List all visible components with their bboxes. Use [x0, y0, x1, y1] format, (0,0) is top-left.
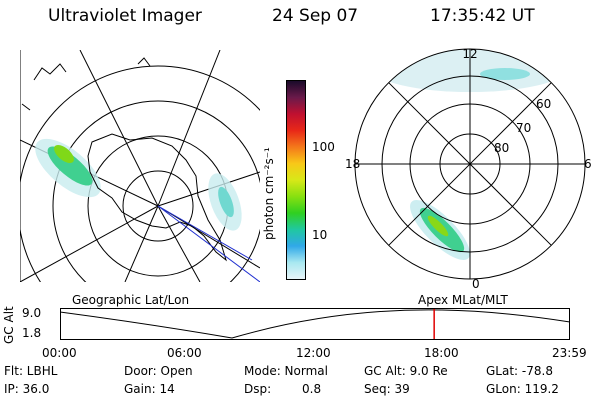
timeline-ytick-low: 1.8 [22, 326, 42, 340]
timeline-frame [60, 308, 570, 340]
colorbar-tick-100: 100 [312, 140, 335, 154]
gc-alt-info: GC Alt: 9.0 Re [364, 364, 448, 378]
geo-lat-circle [52, 100, 260, 282]
geo-lon-line [157, 205, 201, 282]
geo-lon-line [124, 205, 159, 282]
filter-info: Flt: LBHL [4, 364, 58, 378]
mode-info: Mode: Normal [244, 364, 328, 378]
colorbar [286, 80, 306, 280]
mag-mlt-line [388, 82, 552, 246]
mlat-label-60: 60 [536, 97, 551, 111]
time-label: 17:35:42 UT [430, 6, 535, 26]
geo-lon-line [157, 50, 221, 207]
mlat-label-80: 80 [494, 141, 509, 155]
geo-aurora-right [208, 173, 242, 231]
geo-lat-circle [20, 65, 260, 282]
geo-lat-circle [122, 170, 194, 242]
geo-caption: Geographic Lat/Lon [72, 293, 190, 307]
geo-coastline [21, 57, 151, 111]
mlt-label-6: 6 [584, 157, 592, 171]
timeline-xtick: 06:00 [167, 346, 202, 360]
mlt-label-18: 18 [345, 157, 360, 171]
gain-info: Gain: 14 [124, 382, 175, 396]
door-info: Door: Open [124, 364, 193, 378]
glon-info: GLon: 119.2 [486, 382, 559, 396]
instrument-title: Ultraviolet Imager [48, 6, 202, 26]
timeline-xtick: 23:59 [552, 346, 587, 360]
mlat-label-70: 70 [516, 121, 531, 135]
timeline-xtick: 12:00 [296, 346, 331, 360]
geographic-map [20, 50, 260, 282]
dsp-value: 0.8 [302, 382, 322, 396]
colorbar-gradient [286, 80, 306, 280]
date-label: 24 Sep 07 [272, 6, 359, 26]
geo-track-line [157, 205, 253, 261]
timeline-xtick: 18:00 [424, 346, 459, 360]
geo-coastline [87, 133, 227, 262]
mlt-label-12: 12 [462, 47, 477, 61]
altitude-timeline [60, 308, 571, 340]
colorbar-unit-label: photon cm⁻²s⁻¹ [262, 147, 276, 240]
mlt-label-0: 0 [472, 277, 480, 290]
timeline-ylabel: GC Alt [2, 306, 16, 344]
ip-info: IP: 36.0 [4, 382, 50, 396]
colorbar-tick-10: 10 [312, 228, 328, 242]
timeline-xtick: 00:00 [42, 346, 77, 360]
altitude-curve [60, 309, 571, 339]
dsp-label: Dsp: [244, 382, 272, 396]
magnetic-polar-plot: 12 18 6 0 60 70 80 [345, 47, 592, 290]
timeline-ytick-high: 9.0 [22, 306, 42, 320]
geo-lon-line [20, 205, 159, 282]
geo-lon-line [79, 50, 159, 207]
mag-caption: Apex MLat/MLT [418, 293, 508, 307]
geo-aurora-left [35, 138, 101, 198]
seq-info: Seq: 39 [364, 382, 410, 396]
glat-info: GLat: -78.8 [486, 364, 553, 378]
geo-track-line [157, 205, 260, 282]
